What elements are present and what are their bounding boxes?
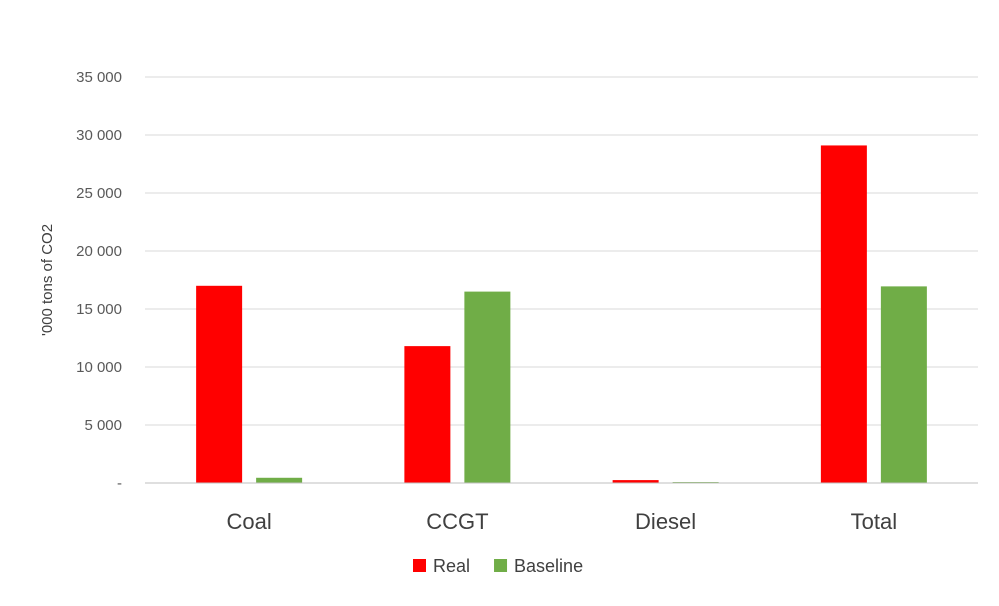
x-category-label: Diesel: [635, 509, 696, 534]
bar-real-coal: [196, 285, 243, 483]
y-tick-label: -: [117, 475, 122, 492]
y-axis-title: '000 tons of CO2: [39, 224, 56, 336]
y-tick-label: 10 000: [76, 359, 122, 376]
legend: Real Baseline: [413, 556, 583, 576]
y-tick-label: 25 000: [76, 185, 122, 202]
y-tick-label: 35 000: [76, 69, 122, 86]
bar-real-diesel: [612, 480, 659, 483]
legend-swatch-baseline: [494, 559, 508, 572]
legend-label-real: Real: [433, 556, 470, 576]
bar-baseline-ccgt: [464, 291, 511, 483]
legend-label-baseline: Baseline: [514, 556, 583, 576]
bar-real-ccgt: [404, 346, 451, 483]
y-axis-tick-labels: - 5 000 10 000 15 000 20 000 25 000 30 000 35 0…: [76, 69, 122, 492]
bar-baseline-total: [880, 286, 927, 483]
gridlines: [145, 76, 978, 426]
bar-real-total: [820, 145, 867, 483]
x-category-label: Total: [851, 509, 897, 534]
x-axis-category-labels: Coal CCGT Diesel Total: [227, 509, 898, 534]
bars: [196, 145, 927, 483]
x-category-label: CCGT: [426, 509, 488, 534]
x-category-label: Coal: [227, 509, 272, 534]
y-tick-label: 15 000: [76, 301, 122, 318]
legend-swatch-real: [413, 559, 426, 572]
y-tick-label: 30 000: [76, 127, 122, 144]
bar-baseline-coal: [256, 477, 303, 483]
y-tick-label: 5 000: [84, 417, 122, 434]
y-tick-label: 20 000: [76, 243, 122, 260]
